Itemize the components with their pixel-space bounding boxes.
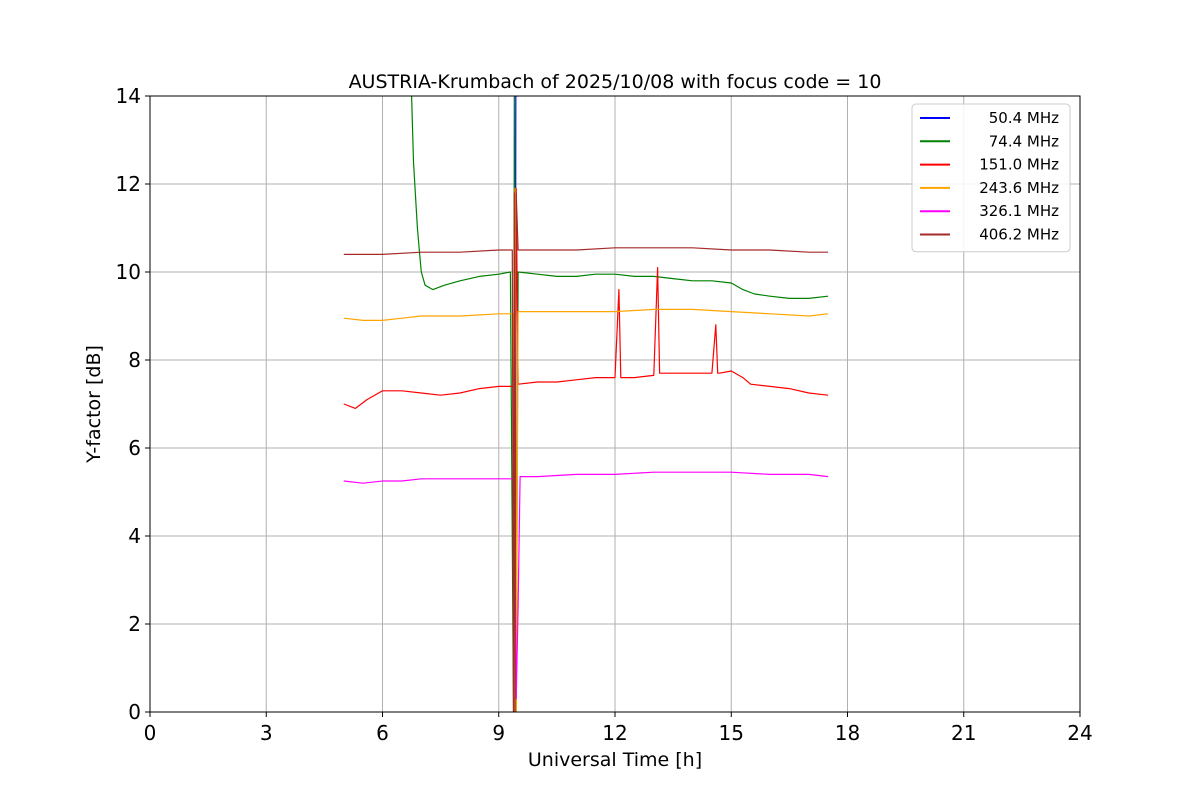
legend: 50.4 MHz 74.4 MHz 151.0 MHz 243.6 MHz 326.1 … <box>911 103 1071 253</box>
x-tick-label: 15 <box>719 721 744 745</box>
y-tick-label: 12 <box>116 172 141 196</box>
legend-label-4: 326.1 MHz <box>979 202 1059 220</box>
series-line-1 <box>411 96 829 712</box>
x-tick-label: 12 <box>602 721 627 745</box>
legend-label-1: 74.4 MHz <box>989 132 1059 150</box>
y-tick-label: 2 <box>128 612 141 636</box>
chart-title: AUSTRIA-Krumbach of 2025/10/08 with focu… <box>349 71 882 93</box>
y-tick-label: 8 <box>128 348 141 372</box>
legend-label-3: 243.6 MHz <box>979 179 1059 197</box>
x-tick-label: 18 <box>835 721 860 745</box>
x-tick-label: 0 <box>144 721 157 745</box>
series-lines <box>343 96 829 712</box>
y-tick-label: 0 <box>128 700 141 724</box>
x-tick-label: 21 <box>951 721 976 745</box>
x-tick-label: 3 <box>260 721 273 745</box>
legend-label-2: 151.0 MHz <box>979 156 1059 174</box>
x-tick-label: 6 <box>376 721 389 745</box>
y-tick-label: 14 <box>116 84 141 108</box>
y-tick-label: 6 <box>128 436 141 460</box>
legend-box <box>911 103 1071 253</box>
series-line-5 <box>343 192 829 712</box>
series-line-4 <box>343 471 829 700</box>
x-tick-label: 9 <box>492 721 505 745</box>
series-line-2 <box>343 187 829 712</box>
legend-label-0: 50.4 MHz <box>989 109 1059 127</box>
x-tick-label: 24 <box>1067 721 1092 745</box>
y-axis-label: Y-factor [dB] <box>83 345 105 464</box>
x-axis-label: Universal Time [h] <box>528 749 702 771</box>
series-line-3 <box>343 187 829 712</box>
legend-label-5: 406.2 MHz <box>979 226 1059 244</box>
plot-area <box>343 96 829 712</box>
y-tick-label: 4 <box>128 524 141 548</box>
y-tick-label: 10 <box>116 260 141 284</box>
